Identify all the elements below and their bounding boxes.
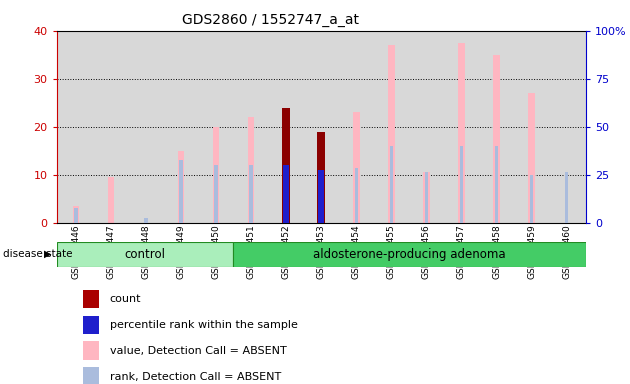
Bar [425,172,428,223]
Text: GDS2860 / 1552747_a_at: GDS2860 / 1552747_a_at [183,13,359,27]
Text: percentile rank within the sample: percentile rank within the sample [110,320,297,330]
Bar [423,172,430,223]
Bar [83,341,99,360]
Bar [180,161,183,223]
Bar [529,93,535,223]
Bar [214,165,218,223]
Bar [83,290,99,308]
Bar [144,218,148,223]
Text: ▶: ▶ [44,249,52,259]
Bar [319,170,324,223]
Bar [565,172,568,223]
Text: value, Detection Call = ABSENT: value, Detection Call = ABSENT [110,346,287,356]
Bar [282,108,290,223]
Bar [248,117,255,223]
Text: aldosterone-producing adenoma: aldosterone-producing adenoma [313,248,506,261]
Bar [318,131,325,223]
Bar [249,165,253,223]
Bar [73,206,79,223]
Bar [353,112,360,223]
Bar [355,167,358,223]
Bar [213,127,219,223]
Bar [530,175,534,223]
Text: rank, Detection Call = ABSENT: rank, Detection Call = ABSENT [110,372,281,382]
Bar [108,177,114,223]
Bar [389,146,393,223]
Text: count: count [110,294,141,304]
Bar [83,367,99,384]
Text: control: control [124,248,166,261]
Bar [388,45,394,223]
Text: disease state: disease state [3,249,72,259]
Bar [460,146,463,223]
FancyBboxPatch shape [57,242,233,267]
Bar [284,165,289,223]
Bar [459,43,465,223]
Bar [74,208,77,223]
Bar [178,151,184,223]
Bar [493,55,500,223]
Bar [83,316,99,334]
FancyBboxPatch shape [233,242,586,267]
Bar [495,146,498,223]
